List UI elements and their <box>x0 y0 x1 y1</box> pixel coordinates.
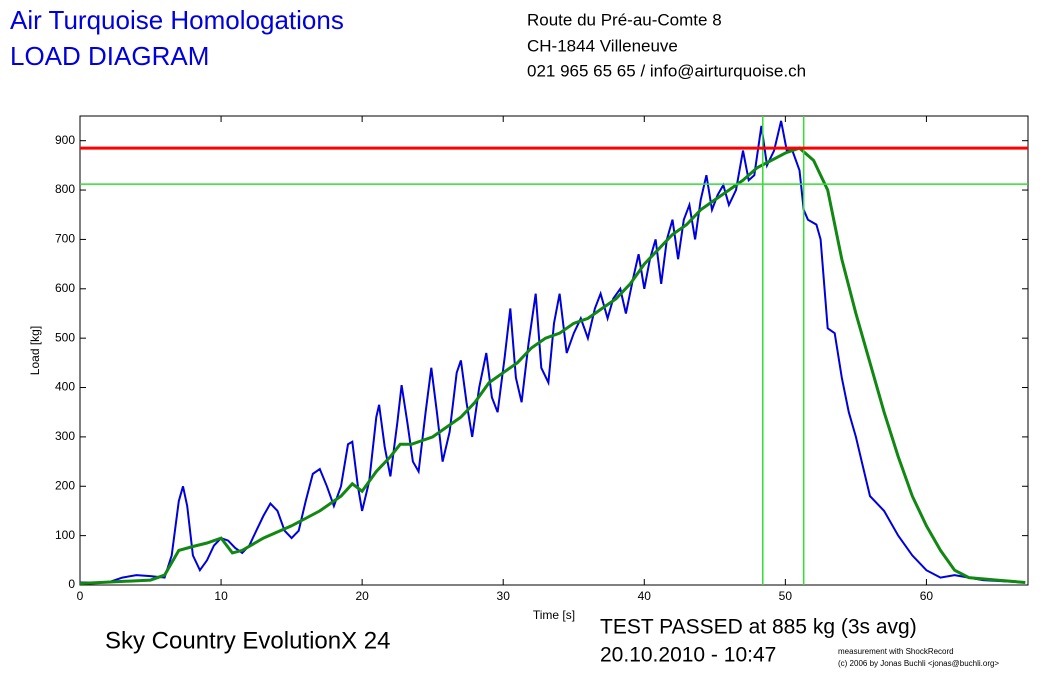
credit: measurement with ShockRecord <box>838 647 954 656</box>
credit: (c) 2006 by Jonas Buchli <jonas@buchli.o… <box>838 659 999 668</box>
plot-area <box>79 115 1029 586</box>
x-tick-label: 10 <box>214 589 228 603</box>
x-tick-label: 60 <box>920 589 934 603</box>
result: TEST PASSED at 885 kg (3s avg) <box>600 616 917 639</box>
x-tick-label: 20 <box>355 589 369 603</box>
title: Air Turquoise Homologations <box>10 5 344 35</box>
product: Sky Country EvolutionX 24 <box>105 627 390 654</box>
y-tick-label: 600 <box>55 281 75 295</box>
address: CH-1844 Villeneuve <box>527 36 678 55</box>
y-tick-label: 800 <box>55 182 75 196</box>
y-tick-label: 500 <box>55 330 75 344</box>
y-tick-label: 400 <box>55 380 75 394</box>
series-line <box>79 146 1026 585</box>
address: Route du Pré-au-Comte 8 <box>527 10 722 29</box>
plot: 0 10 20 30 40 50 60010020030040050060070080090… <box>28 115 1029 622</box>
title: LOAD DIAGRAM <box>10 41 209 71</box>
y-tick-label: 100 <box>55 528 75 542</box>
x-tick-label: 0 <box>77 589 84 603</box>
y-tick-label: 200 <box>55 478 75 492</box>
y-axis-label: Load [kg] <box>28 326 42 375</box>
x-tick-label: 50 <box>779 589 793 603</box>
address: 021 965 65 65 / info@airturquoise.ch <box>527 61 806 80</box>
y-tick-label: 300 <box>55 429 75 443</box>
y-tick-label: 700 <box>55 232 75 246</box>
x-axis-label: Time [s] <box>533 608 575 622</box>
x-tick-label: 30 <box>497 589 511 603</box>
x-tick-label: 40 <box>638 589 652 603</box>
y-tick-label: 900 <box>55 133 75 147</box>
date: 20.10.2010 - 10:47 <box>600 644 776 667</box>
y-tick-label: 0 <box>68 577 75 591</box>
